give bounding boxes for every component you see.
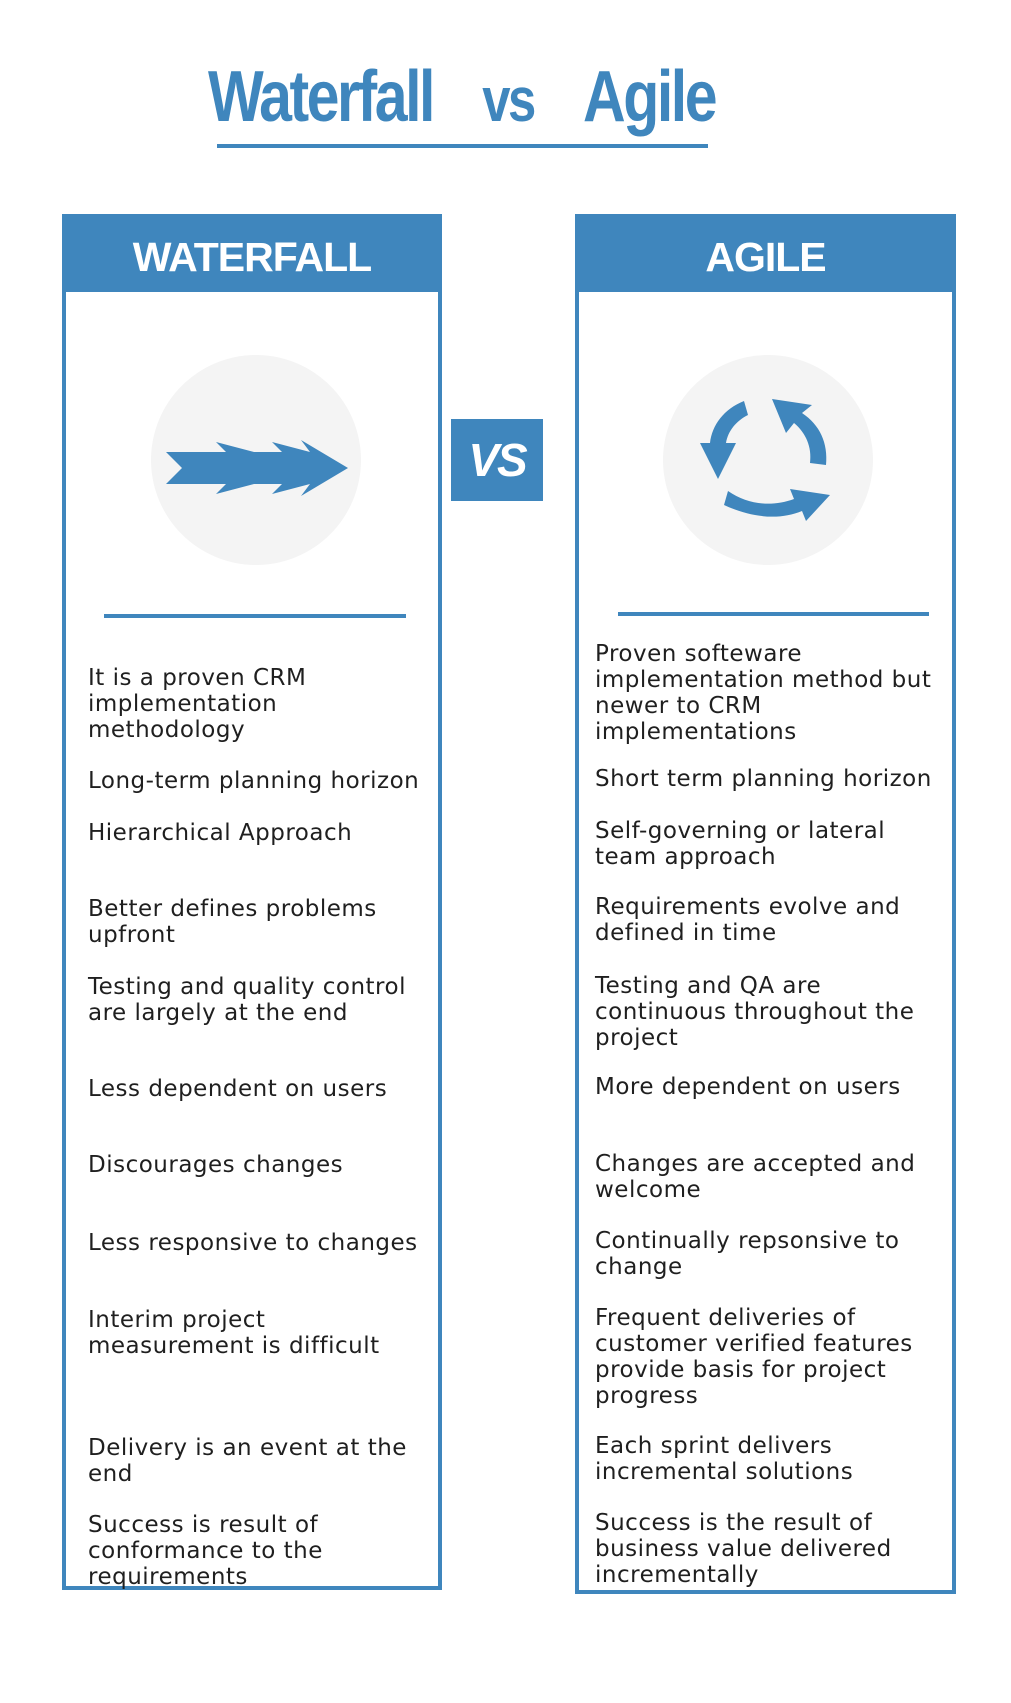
agile-item: Changes are accepted and welcome bbox=[595, 1151, 916, 1203]
agile-item: Continually repsonsive to change bbox=[595, 1228, 900, 1280]
title-underline bbox=[217, 144, 708, 148]
triple-arrow-right-icon bbox=[166, 440, 348, 496]
title-agile: Agile bbox=[583, 57, 718, 137]
cycle-arrows-icon bbox=[700, 399, 830, 521]
waterfall-divider bbox=[104, 614, 406, 618]
title-waterfall: Waterfall bbox=[208, 57, 435, 137]
waterfall-item: Better defines problems upfront bbox=[88, 896, 377, 948]
agile-item: Requirements evolve and defined in time bbox=[595, 894, 901, 946]
agile-item: Frequent deliveries of customer verified… bbox=[595, 1305, 913, 1409]
agile-item: Proven softeware implementation method b… bbox=[595, 641, 932, 745]
agile-item: Each sprint delivers incremental solutio… bbox=[595, 1433, 854, 1485]
waterfall-item: Less responsive to changes bbox=[88, 1230, 418, 1256]
waterfall-item: Testing and quality control are largely … bbox=[88, 974, 406, 1026]
agile-icon-circle bbox=[663, 355, 873, 565]
agile-divider bbox=[618, 612, 929, 616]
agile-item: Self-governing or lateral team approach bbox=[595, 818, 886, 870]
waterfall-item: Less dependent on users bbox=[88, 1076, 388, 1102]
waterfall-item: Delivery is an event at the end bbox=[88, 1435, 407, 1487]
waterfall-item: Long-term planning horizon bbox=[88, 768, 420, 794]
waterfall-heading: WATERFALL bbox=[66, 218, 438, 292]
agile-item: Success is the result of business value … bbox=[595, 1510, 892, 1588]
agile-heading: AGILE bbox=[579, 218, 952, 292]
waterfall-item: Discourages changes bbox=[88, 1152, 344, 1178]
agile-item: Short term planning horizon bbox=[595, 766, 932, 792]
page-title: Waterfall vs Agile bbox=[208, 52, 718, 142]
title-vs: vs bbox=[482, 66, 536, 135]
vs-badge: VS bbox=[451, 419, 543, 501]
agile-item: Testing and QA are continuous throughout… bbox=[595, 973, 915, 1051]
waterfall-item: It is a proven CRM implementation method… bbox=[88, 665, 307, 743]
waterfall-item: Success is result of conformance to the … bbox=[88, 1512, 323, 1590]
waterfall-item: Interim project measurement is difficult bbox=[88, 1307, 380, 1359]
agile-item: More dependent on users bbox=[595, 1074, 901, 1100]
waterfall-item: Hierarchical Approach bbox=[88, 820, 353, 846]
